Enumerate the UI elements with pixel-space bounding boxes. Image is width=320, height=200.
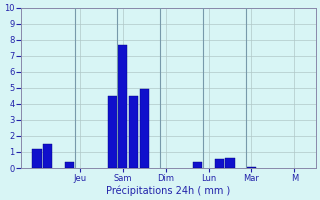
Bar — [140, 89, 149, 168]
X-axis label: Précipitations 24h ( mm ): Précipitations 24h ( mm ) — [106, 185, 230, 196]
Bar — [32, 149, 42, 168]
Bar — [247, 167, 256, 168]
Bar — [226, 158, 235, 168]
Bar — [118, 45, 127, 168]
Bar — [215, 159, 224, 168]
Bar — [193, 162, 203, 168]
Bar — [43, 144, 52, 168]
Bar — [65, 162, 74, 168]
Bar — [108, 96, 116, 168]
Bar — [129, 96, 138, 168]
